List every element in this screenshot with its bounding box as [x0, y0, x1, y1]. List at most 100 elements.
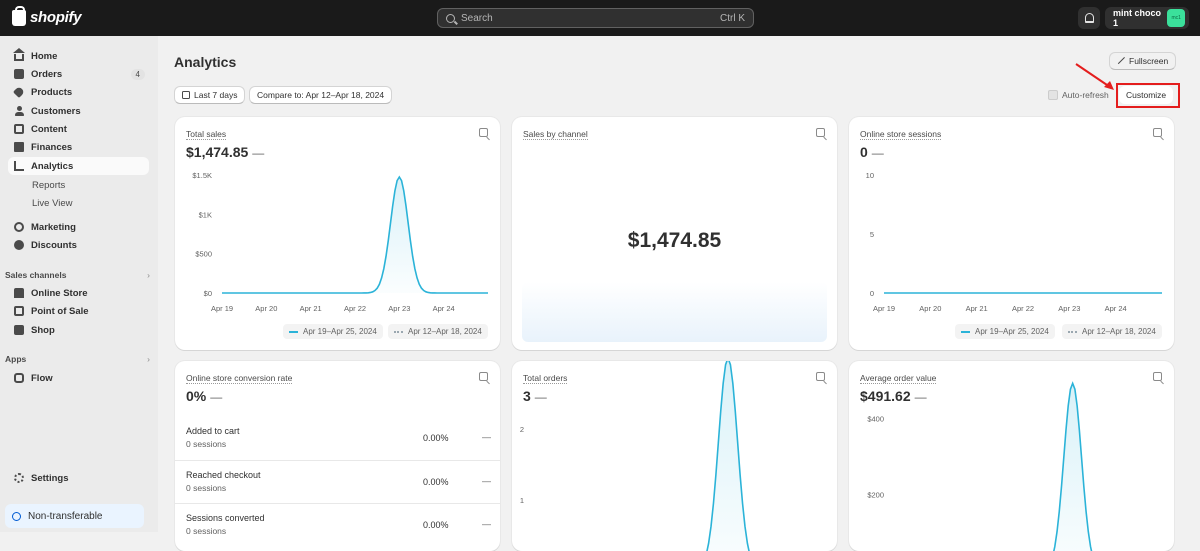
card-value: $491.62—: [860, 388, 927, 404]
conversion-row-sessions-converted: Sessions converted 0 sessions 0.00% —: [175, 503, 500, 546]
date-range-button[interactable]: Last 7 days: [174, 86, 246, 104]
metric-value: $491.62: [860, 388, 911, 404]
legend-label: Apr 19–Apr 25, 2024: [975, 327, 1049, 336]
auto-refresh-checkbox[interactable]: [1048, 90, 1058, 100]
y-tick-label: 0: [870, 289, 874, 298]
avatar: mc1: [1167, 9, 1185, 27]
x-tick-label: Apr 19: [211, 304, 233, 313]
sidebar-item-analytics[interactable]: Analytics: [8, 157, 149, 175]
row-sessions: 0 sessions: [186, 439, 227, 449]
top-bar: shopify Search Ctrl K mint choco 1 mc1: [0, 0, 1200, 36]
explore-icon[interactable]: [1153, 128, 1162, 137]
y-tick-label: $1.5K: [192, 171, 212, 180]
non-transferable-banner[interactable]: Non-transferable: [5, 504, 144, 528]
customize-button[interactable]: Customize: [1119, 86, 1174, 104]
sidebar-item-online-store[interactable]: Online Store: [8, 284, 149, 302]
average-order-value-card[interactable]: Average order value $491.62— $200 $400: [849, 361, 1174, 551]
sidebar-item-home[interactable]: Home: [8, 47, 149, 65]
sidebar: Home Orders 4 Products Customers Content…: [0, 36, 158, 532]
x-tick-label: Apr 23: [1058, 304, 1080, 313]
row-change: —: [482, 432, 491, 442]
explore-icon[interactable]: [479, 372, 488, 381]
legend-previous[interactable]: Apr 12–Apr 18, 2024: [388, 324, 488, 339]
sidebar-item-point-of-sale[interactable]: Point of Sale: [8, 302, 149, 320]
compare-to-button[interactable]: Compare to: Apr 12–Apr 18, 2024: [249, 86, 393, 104]
auto-refresh-toggle[interactable]: Auto-refresh: [1048, 90, 1109, 100]
row-change: —: [482, 519, 491, 529]
y-tick-label: 1: [520, 496, 524, 505]
legend-previous[interactable]: Apr 12–Apr 18, 2024: [1062, 324, 1162, 339]
sidebar-item-marketing[interactable]: Marketing: [8, 218, 149, 236]
row-percent: 0.00%: [423, 520, 449, 530]
legend-current[interactable]: Apr 19–Apr 25, 2024: [283, 324, 383, 339]
online-sessions-card[interactable]: Online store sessions 0— 0 5 10 Apr 19 Apr 2…: [849, 117, 1174, 350]
x-tick-label: Apr 19: [873, 304, 895, 313]
store-menu-button[interactable]: mint choco 1 mc1: [1105, 7, 1189, 29]
metric-value: 0: [860, 144, 868, 160]
row-percent: 0.00%: [423, 433, 449, 443]
sidebar-item-discounts[interactable]: Discounts: [8, 236, 149, 254]
legend-label: Apr 12–Apr 18, 2024: [1082, 327, 1156, 336]
explore-icon[interactable]: [1153, 372, 1162, 381]
series-area: [706, 361, 750, 551]
metric-value: $1,474.85: [186, 144, 249, 160]
sidebar-item-orders[interactable]: Orders 4: [8, 65, 149, 83]
average-order-value-chart: $200 $400: [867, 381, 1093, 551]
sidebar-item-reports[interactable]: Reports: [8, 176, 149, 194]
sales-by-channel-total: $1,474.85: [627, 229, 722, 252]
card-title[interactable]: Average order value: [860, 373, 937, 384]
store-icon: [14, 288, 24, 298]
sidebar-item-flow[interactable]: Flow: [8, 369, 149, 387]
non-transferable-label: Non-transferable: [28, 510, 103, 522]
sidebar-item-label: Products: [31, 86, 73, 98]
sidebar-item-products[interactable]: Products: [8, 83, 149, 101]
sidebar-item-content[interactable]: Content: [8, 120, 149, 138]
orders-icon: [14, 69, 24, 79]
apps-heading[interactable]: Apps ›: [5, 354, 150, 364]
store-name: mint choco 1: [1113, 8, 1162, 28]
fullscreen-button[interactable]: Fullscreen: [1109, 52, 1177, 70]
legend-current[interactable]: Apr 19–Apr 25, 2024: [955, 324, 1055, 339]
annotation-arrow: [1075, 63, 1114, 90]
explore-icon[interactable]: [816, 372, 825, 381]
notifications-button[interactable]: [1078, 7, 1100, 29]
search-input[interactable]: Search Ctrl K: [437, 8, 754, 28]
card-title[interactable]: Total sales: [186, 129, 227, 140]
card-value: 0% —: [186, 388, 222, 404]
sidebar-item-customers[interactable]: Customers: [8, 102, 149, 120]
series-line: [706, 361, 750, 551]
series-line: [1053, 381, 1093, 551]
x-tick-label: Apr 23: [388, 304, 410, 313]
card-title[interactable]: Online store conversion rate: [186, 373, 293, 384]
sidebar-item-label: Flow: [31, 372, 53, 384]
sidebar-item-live-view[interactable]: Live View: [8, 194, 149, 212]
series-area: [1053, 383, 1092, 551]
sidebar-item-finances[interactable]: Finances: [8, 138, 149, 156]
card-title[interactable]: Total orders: [523, 373, 568, 384]
card-title[interactable]: Online store sessions: [860, 129, 942, 140]
explore-icon[interactable]: [816, 128, 825, 137]
gear-icon: [14, 473, 24, 483]
total-sales-card[interactable]: Total sales $1,474.85— $0 $500 $1K $1.5K Apr…: [175, 117, 500, 350]
sidebar-item-settings[interactable]: Settings: [8, 469, 149, 487]
y-tick-label: 2: [520, 425, 524, 434]
bank-icon: [14, 142, 24, 152]
bell-icon: [1084, 13, 1094, 23]
sidebar-item-shop[interactable]: Shop: [8, 321, 149, 339]
conversion-rate-card[interactable]: Online store conversion rate 0% — Added t…: [175, 361, 500, 551]
sales-by-channel-card[interactable]: Sales by channel $1,474.85: [512, 117, 837, 350]
explore-icon[interactable]: [479, 128, 488, 137]
x-tick-label: Apr 24: [433, 304, 455, 313]
conversion-row-reached-checkout: Reached checkout 0 sessions 0.00% —: [175, 460, 500, 503]
row-sessions: 0 sessions: [186, 526, 227, 536]
x-tick-label: Apr 20: [255, 304, 277, 313]
row-label: Sessions converted: [186, 513, 265, 523]
card-title[interactable]: Sales by channel: [523, 129, 588, 140]
shopify-logo[interactable]: shopify: [12, 5, 82, 26]
sales-channels-heading[interactable]: Sales channels ›: [5, 270, 150, 280]
sidebar-item-label: Reports: [32, 179, 66, 191]
sidebar-item-label: Online Store: [31, 287, 88, 299]
shopify-bag-icon: [12, 5, 26, 26]
main-content: Analytics Fullscreen Last 7 days Compare…: [158, 36, 1200, 551]
